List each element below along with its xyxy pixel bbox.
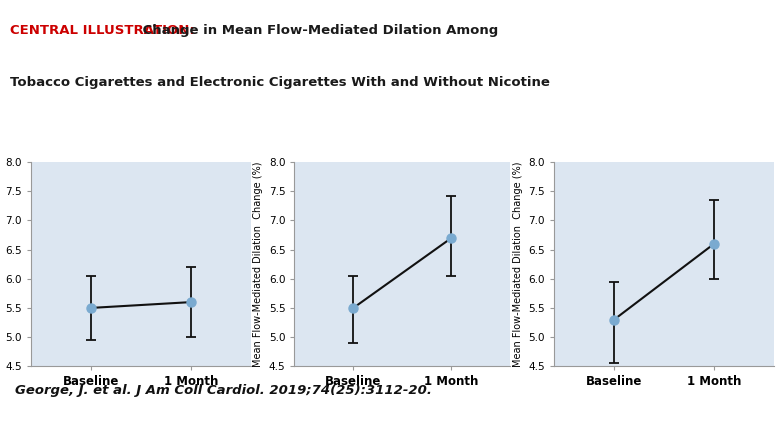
Text: E-Cigarettes without
Nicotine: E-Cigarettes without Nicotine [579, 121, 723, 150]
Text: CENTRAL ILLUSTRATION:: CENTRAL ILLUSTRATION: [10, 24, 194, 37]
Text: E-Cigarettes with
Nicotine: E-Cigarettes with Nicotine [329, 121, 450, 150]
Text: Change in Mean Flow-Mediated Dilation Among: Change in Mean Flow-Mediated Dilation Am… [138, 24, 499, 37]
Text: Tobacco Cigarettes and Electronic Cigarettes With and Without Nicotine: Tobacco Cigarettes and Electronic Cigare… [10, 76, 550, 88]
Text: George, J. et al. J Am Coll Cardiol. 2019;74(25):3112-20.: George, J. et al. J Am Coll Cardiol. 201… [16, 384, 433, 397]
Text: Cigarettes: Cigarettes [91, 129, 164, 142]
Y-axis label: Mean Flow-Mediated Dilation  Change (%): Mean Flow-Mediated Dilation Change (%) [254, 161, 263, 367]
Y-axis label: Mean Flow-Mediated Dilation  Change (%): Mean Flow-Mediated Dilation Change (%) [513, 161, 523, 367]
